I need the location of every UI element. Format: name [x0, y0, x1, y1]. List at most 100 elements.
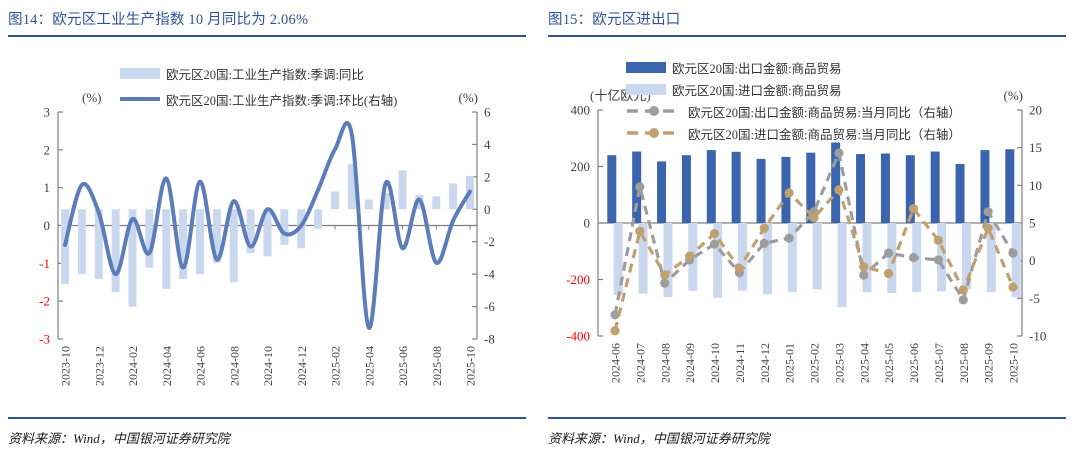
svg-text:2025-02: 2025-02 [329, 346, 343, 386]
bar-swatch [120, 67, 160, 79]
right-axis: 20 15 10 5 0 -5 -10 (%) [1004, 88, 1047, 344]
svg-text:(%): (%) [1004, 88, 1024, 103]
x-axis-labels: 2023-10 2023-12 2024-02 2024-04 2024-06 2024-… [59, 346, 478, 386]
figure-15-title: 图15：欧元区进出口 [548, 8, 1066, 37]
legend-label: 欧元区20国:进口金额:商品贸易 [672, 83, 842, 98]
svg-text:2024-07: 2024-07 [633, 343, 647, 383]
svg-text:20: 20 [1029, 103, 1042, 118]
dashed-line-swatch [627, 128, 681, 138]
svg-text:2025-05: 2025-05 [882, 343, 896, 383]
svg-text:2025-01: 2025-01 [783, 343, 797, 383]
svg-text:2: 2 [44, 142, 51, 157]
svg-text:-8: -8 [484, 332, 495, 347]
right-axis: 6 4 2 0 -2 -4 -6 -8 (%) [459, 90, 496, 347]
svg-text:2025-08: 2025-08 [430, 346, 444, 386]
legend-label: 欧元区20国:进口金额:商品贸易:当月同比（右轴） [688, 127, 961, 142]
svg-text:15: 15 [1029, 140, 1042, 155]
svg-text:3: 3 [44, 105, 51, 120]
svg-text:2024-08: 2024-08 [227, 346, 241, 386]
svg-text:2024-11: 2024-11 [733, 343, 747, 383]
svg-text:0: 0 [484, 202, 491, 217]
legend-item: 欧元区20国:进口金额:商品贸易:当月同比（右轴） [626, 122, 961, 144]
legend-item: 欧元区20国:工业生产指数:季调:同比 [120, 60, 397, 86]
svg-text:2025-06: 2025-06 [907, 343, 921, 383]
svg-text:2025-07: 2025-07 [932, 343, 946, 383]
svg-text:5: 5 [1029, 216, 1036, 231]
trade-chart: 4002000-200-400(十亿欧元)20151050-5-10(%)202… [566, 88, 1047, 383]
figure-15-legend: 欧元区20国:出口金额:商品贸易 欧元区20国:进口金额:商品贸易欧元区20国:出… [626, 56, 961, 144]
svg-text:(%): (%) [459, 90, 479, 105]
svg-text:-6: -6 [484, 299, 495, 314]
svg-text:2024-12: 2024-12 [295, 346, 309, 386]
svg-text:2024-10: 2024-10 [261, 346, 275, 386]
figure-15-panel: 图15：欧元区进出口 400 200 0 -200 -400 (十亿欧元) 20 15 10 5 0… [540, 0, 1080, 460]
bar-swatch [626, 83, 666, 95]
bar-series-0 [61, 163, 474, 307]
svg-text:0: 0 [44, 218, 51, 233]
left-axis: 3 2 1 0 -1 -2 -3 (%) [39, 90, 101, 347]
figure-15-source: 资料来源：Wind，中国银河证券研究院 [548, 417, 1066, 447]
svg-text:2025-10: 2025-10 [1007, 343, 1021, 383]
svg-text:2025-04: 2025-04 [362, 346, 376, 386]
line-series [63, 121, 472, 330]
figure-14-legend: 欧元区20国:工业生产指数:季调:同比欧元区20国:工业生产指数:季调:环比(右… [120, 60, 397, 112]
legend-item: 欧元区20国:出口金额:商品贸易 [626, 56, 961, 78]
svg-text:2024-06: 2024-06 [194, 346, 208, 386]
legend-item: 欧元区20国:工业生产指数:季调:环比(右轴) [120, 86, 397, 112]
svg-text:0: 0 [1029, 253, 1036, 268]
x-axis [598, 222, 1022, 227]
svg-text:10: 10 [1029, 178, 1042, 193]
legend-label: 欧元区20国:出口金额:商品贸易:当月同比（右轴） [688, 105, 961, 120]
svg-text:2024-12: 2024-12 [758, 343, 772, 383]
svg-text:2025-06: 2025-06 [396, 346, 410, 386]
svg-text:-200: -200 [566, 272, 590, 287]
bar-series-0 [607, 142, 1015, 223]
svg-text:-10: -10 [1029, 329, 1046, 344]
svg-text:2024-10: 2024-10 [708, 343, 722, 383]
line-series [610, 185, 1018, 336]
svg-text:6: 6 [484, 105, 491, 120]
figure-14-panel: 图14：欧元区工业生产指数 10 月同比为 2.06% 3 2 1 0 -1 -2 -3 (%… [8, 8, 526, 447]
legend-label: 欧元区20国:工业生产指数:季调:同比 [166, 67, 364, 82]
svg-text:2025-09: 2025-09 [982, 343, 996, 383]
line-swatch [120, 97, 160, 101]
figure-14-source: 资料来源：Wind，中国银河证券研究院 [8, 417, 526, 447]
svg-text:-2: -2 [39, 294, 50, 309]
svg-text:-400: -400 [566, 329, 590, 344]
bar-series-1 [613, 223, 1021, 308]
svg-text:2024-04: 2024-04 [160, 346, 174, 386]
svg-text:2025-04: 2025-04 [857, 343, 871, 383]
svg-text:2024-06: 2024-06 [609, 343, 623, 383]
svg-text:2025-03: 2025-03 [832, 343, 846, 383]
svg-text:-2: -2 [484, 234, 495, 249]
dashed-line-swatch [627, 106, 681, 116]
svg-text:2: 2 [484, 169, 491, 184]
x-axis-labels: 2024-06 2024-07 2024-08 2024-09 2024-10 2024-… [609, 343, 1021, 383]
svg-text:2024-09: 2024-09 [683, 343, 697, 383]
legend-item: 欧元区20国:进口金额:商品贸易 [626, 78, 961, 100]
svg-text:2024-02: 2024-02 [126, 346, 140, 386]
svg-text:1: 1 [44, 180, 51, 195]
figure-14-title: 图14：欧元区工业生产指数 10 月同比为 2.06% [8, 8, 526, 37]
svg-text:4: 4 [484, 137, 491, 152]
svg-text:(%): (%) [82, 90, 102, 105]
svg-text:-1: -1 [39, 256, 50, 271]
legend-item: 欧元区20国:出口金额:商品贸易:当月同比（右轴） [626, 100, 961, 122]
svg-text:2025-10: 2025-10 [464, 346, 478, 386]
svg-text:-5: -5 [1029, 291, 1040, 306]
svg-text:2025-02: 2025-02 [808, 343, 822, 383]
svg-text:0: 0 [584, 216, 591, 231]
svg-text:-3: -3 [39, 332, 50, 347]
bar-swatch [626, 61, 666, 73]
svg-text:2024-08: 2024-08 [658, 343, 672, 383]
svg-text:400: 400 [571, 103, 591, 118]
svg-text:200: 200 [571, 159, 591, 174]
legend-label: 欧元区20国:工业生产指数:季调:环比(右轴) [166, 93, 398, 108]
svg-text:2023-12: 2023-12 [92, 346, 106, 386]
svg-text:2023-10: 2023-10 [59, 346, 73, 386]
legend-label: 欧元区20国:出口金额:商品贸易 [672, 61, 842, 76]
svg-text:-4: -4 [484, 267, 495, 282]
svg-text:2025-08: 2025-08 [957, 343, 971, 383]
